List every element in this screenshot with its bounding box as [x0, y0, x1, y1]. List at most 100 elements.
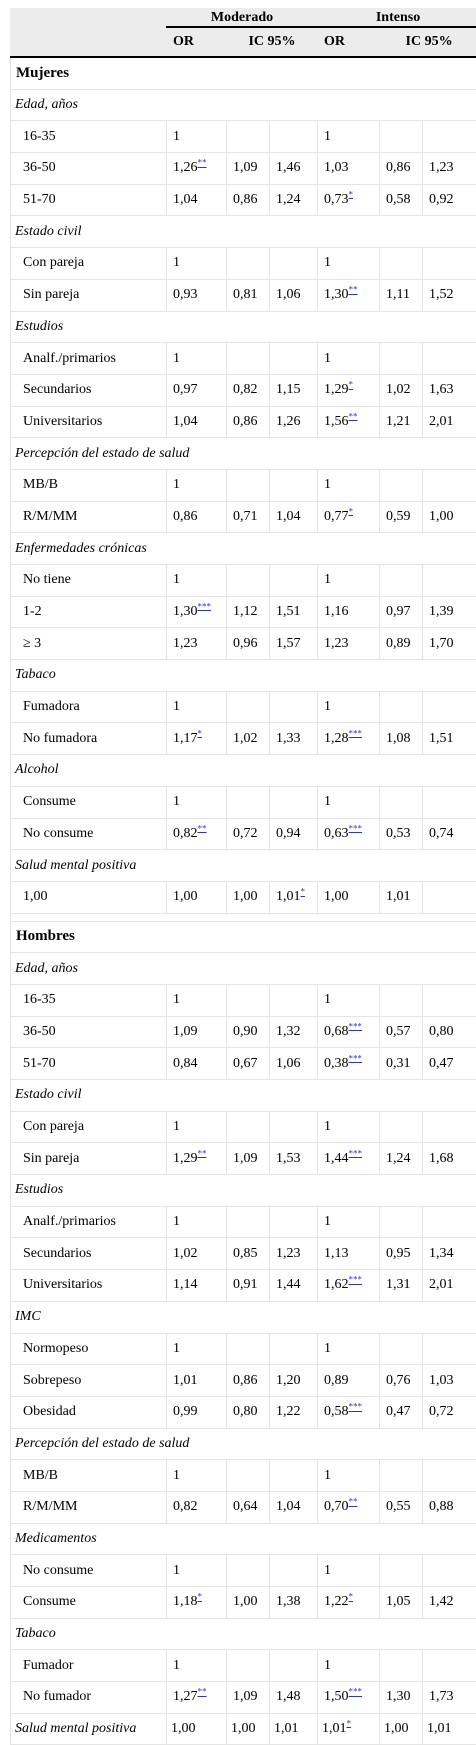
value-cell: 0,99 — [167, 1396, 227, 1428]
significance-link[interactable]: *** — [349, 1687, 363, 1697]
value-cell: 1 — [318, 1206, 380, 1238]
value-text: 1,09 — [233, 1689, 258, 1704]
value-cell — [423, 343, 476, 375]
value-text: 1 — [173, 351, 180, 366]
significance-link[interactable]: ** — [349, 1497, 358, 1507]
value-cell — [423, 1333, 476, 1365]
value-text: 1,30 — [173, 604, 198, 619]
value-text: 1,39 — [429, 604, 454, 619]
value-text: 1,01 — [427, 1721, 452, 1736]
value-cell: 1,24 — [380, 1143, 423, 1175]
value-cell: 1,22* — [318, 1587, 380, 1619]
significance-link[interactable]: *** — [349, 1148, 363, 1158]
value-text: 1,01 — [276, 889, 301, 904]
significance-link[interactable]: ** — [198, 158, 207, 168]
row-label: No consume — [11, 818, 167, 850]
value-cell: 1,32 — [270, 1016, 318, 1048]
value-text: 0,94 — [276, 826, 301, 841]
value-text: 1,48 — [276, 1689, 301, 1704]
significance-link[interactable]: *** — [349, 728, 363, 738]
value-cell: 0,90 — [227, 1016, 270, 1048]
value-cell: 1,33 — [270, 723, 318, 755]
value-text: 0,68 — [324, 1024, 349, 1039]
value-text: 1,73 — [429, 1689, 454, 1704]
significance-link[interactable]: ** — [198, 1687, 207, 1697]
row-label: Sobrepeso — [11, 1365, 167, 1397]
value-text: 1,01 — [173, 1373, 198, 1388]
significance-link[interactable]: *** — [349, 1275, 363, 1285]
significance-link[interactable]: ** — [198, 823, 207, 833]
significance-link[interactable]: * — [349, 506, 354, 516]
value-cell: 1,21 — [380, 406, 423, 438]
significance-link[interactable]: *** — [349, 1402, 363, 1412]
value-cell: 1,01* — [270, 881, 318, 913]
row-label: No fumadora — [11, 723, 167, 755]
value-cell — [423, 469, 476, 501]
value-cell: 1,01 — [423, 1713, 476, 1745]
value-text: 1,50 — [324, 1689, 349, 1704]
significance-link[interactable]: *** — [198, 601, 212, 611]
value-cell — [227, 248, 270, 280]
significance-link[interactable]: *** — [349, 823, 363, 833]
value-cell: 0,89 — [380, 628, 423, 660]
value-cell: 1,44*** — [318, 1143, 380, 1175]
significance-link[interactable]: * — [198, 1592, 203, 1602]
significance-link[interactable]: * — [349, 1592, 354, 1602]
value-text: 1 — [324, 129, 331, 144]
value-cell: 1,06 — [270, 1048, 318, 1080]
row-label: No tiene — [11, 565, 167, 597]
value-text: 0,31 — [386, 1056, 411, 1071]
value-cell: 1,31 — [380, 1270, 423, 1302]
value-cell: 0,58 — [380, 184, 423, 216]
value-cell: 1,62*** — [318, 1270, 380, 1302]
value-text: 1,57 — [276, 636, 301, 651]
value-text: 0,99 — [173, 1404, 198, 1419]
value-cell: 1,02 — [167, 1238, 227, 1270]
value-text: 0,47 — [386, 1404, 411, 1419]
value-text: 1,02 — [173, 1246, 198, 1261]
value-cell: 1 — [318, 691, 380, 723]
value-cell: 1,09 — [227, 1143, 270, 1175]
header-blank — [11, 27, 167, 57]
significance-link[interactable]: * — [349, 189, 354, 199]
value-text: 1 — [324, 1119, 331, 1134]
value-cell: 1,01 — [270, 1713, 318, 1745]
value-text: 1,31 — [386, 1277, 411, 1292]
significance-link[interactable]: * — [301, 887, 306, 897]
value-text: 1,06 — [276, 1056, 301, 1071]
value-text: 0,47 — [429, 1056, 454, 1071]
value-text: 1 — [173, 992, 180, 1007]
value-text: 1,04 — [173, 192, 198, 207]
row-label: 36-50 — [11, 153, 167, 185]
value-text: 1,05 — [386, 1594, 411, 1609]
significance-link[interactable]: *** — [349, 1021, 363, 1031]
value-text: 0,74 — [429, 826, 454, 841]
category-row: Estado civil — [11, 216, 476, 248]
value-cell: 1 — [167, 786, 227, 818]
row-label: MB/B — [11, 1460, 167, 1492]
value-cell — [270, 1650, 318, 1682]
value-text: 0,82 — [173, 826, 198, 841]
significance-link[interactable]: * — [349, 380, 354, 390]
category-row: IMC — [11, 1301, 476, 1333]
significance-link[interactable]: * — [198, 728, 203, 738]
row-label: 51-70 — [11, 1048, 167, 1080]
significance-link[interactable]: ** — [198, 1148, 207, 1158]
significance-link[interactable]: ** — [349, 285, 358, 295]
significance-link[interactable]: * — [347, 1718, 352, 1728]
value-cell: 2,01 — [423, 406, 476, 438]
significance-link[interactable]: ** — [349, 411, 358, 421]
value-cell: 1,28*** — [318, 723, 380, 755]
category-label: Estado civil — [11, 1080, 476, 1112]
significance-link[interactable]: *** — [349, 1053, 363, 1063]
value-cell: 0,72 — [423, 1396, 476, 1428]
value-text: 0,88 — [429, 1499, 454, 1514]
category-label: Percepción del estado de salud — [11, 1428, 476, 1460]
